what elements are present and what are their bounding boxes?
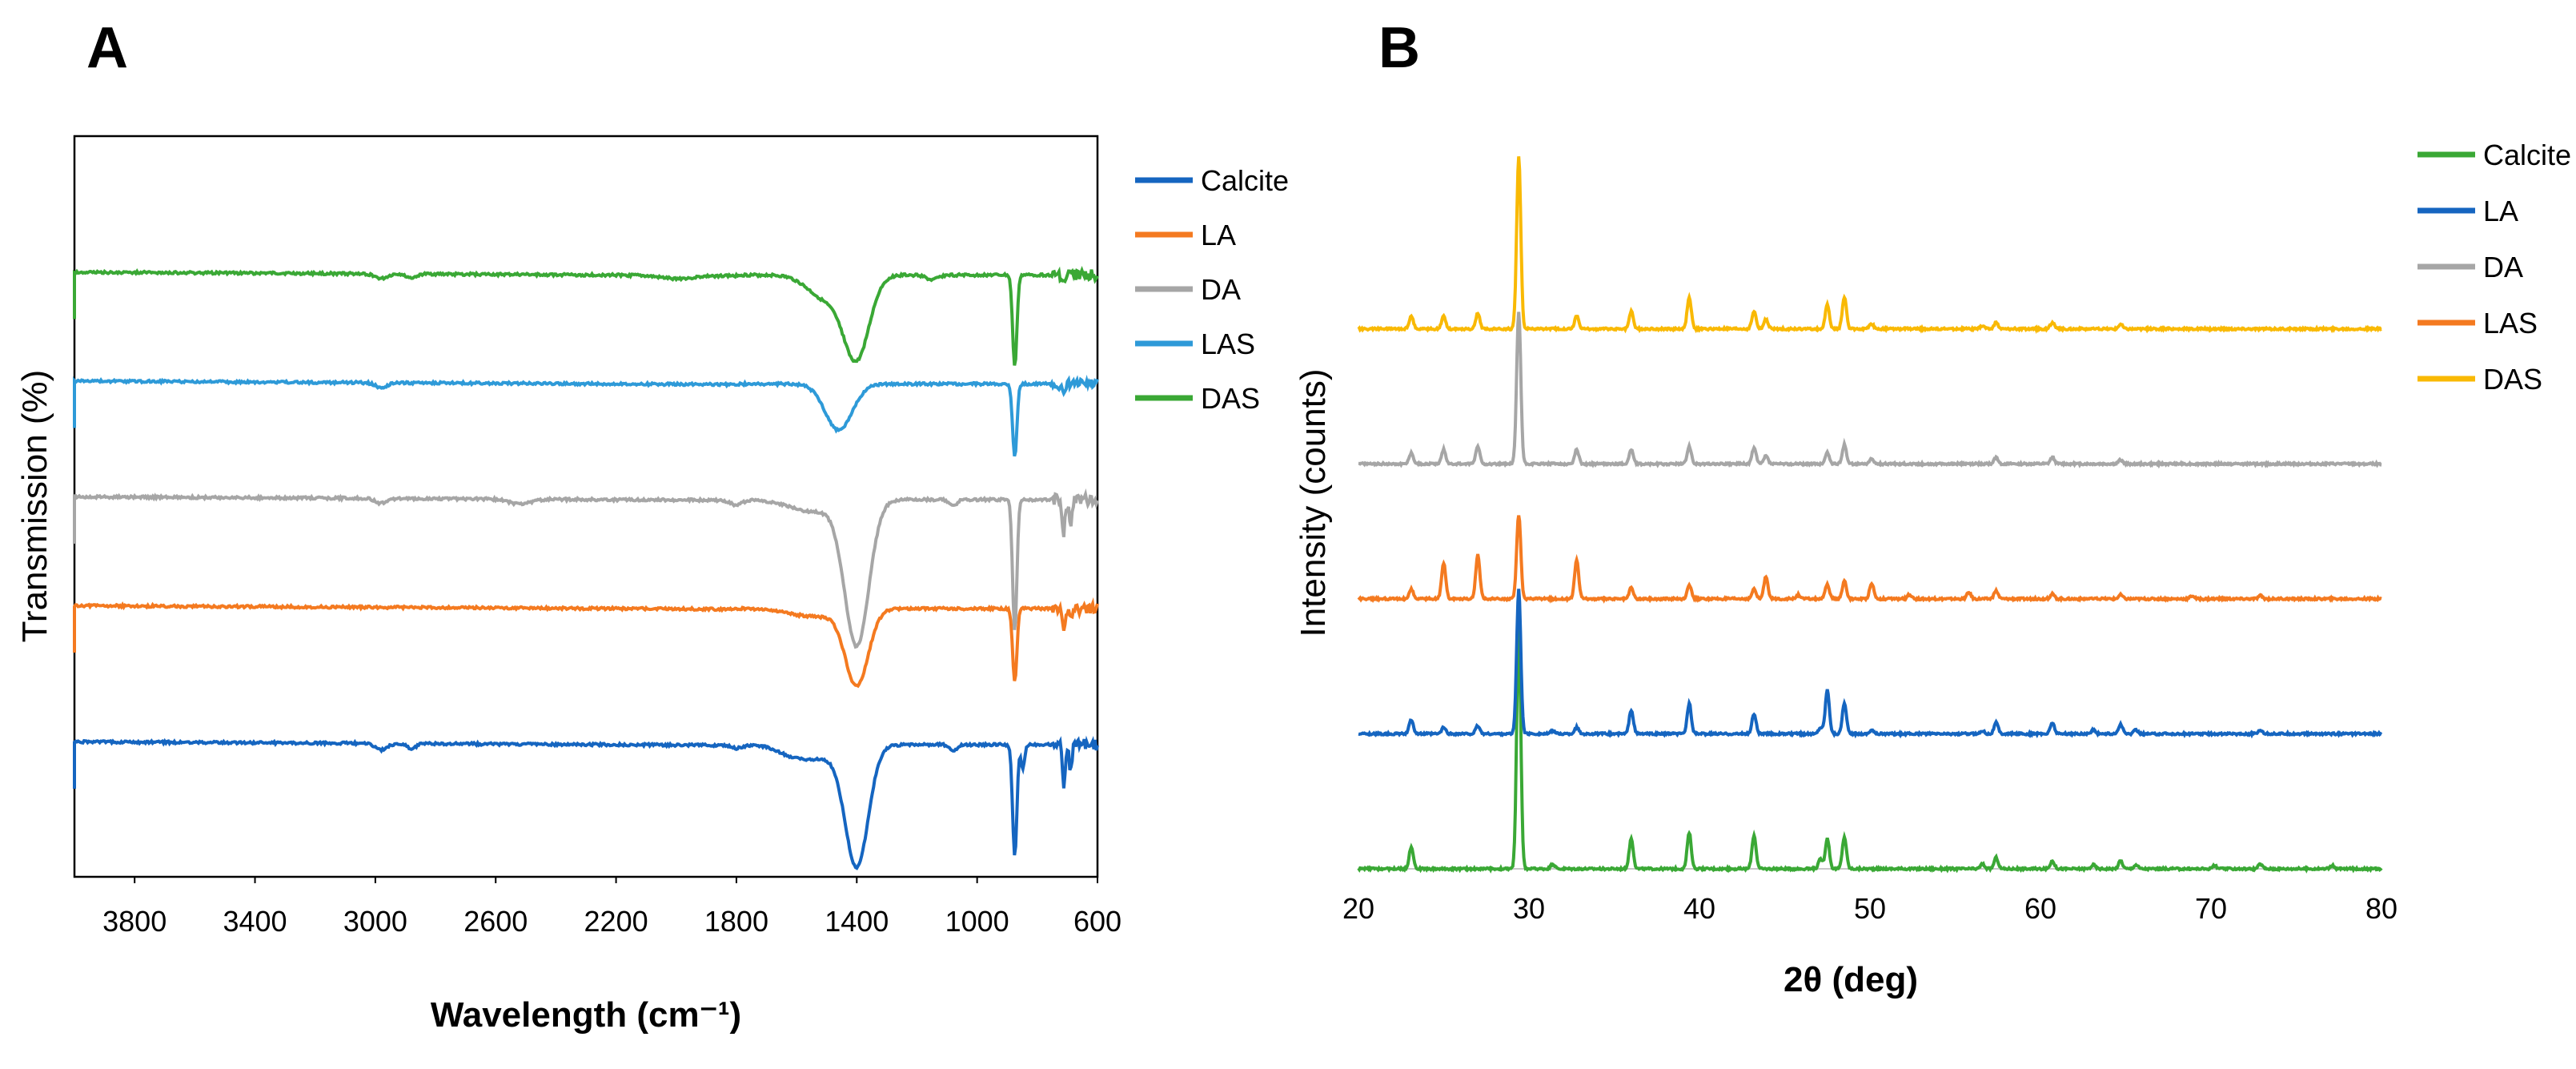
- xrd-x-tick-label: 80: [2365, 892, 2397, 925]
- ftir-x-tick-label: 600: [1073, 905, 1121, 938]
- xrd-legend: Calcite LA DA LAS DAS: [2418, 139, 2571, 396]
- xrd-legend-label: DAS: [2483, 363, 2542, 396]
- xrd-x-tick-label: 70: [2195, 892, 2227, 925]
- ftir-legend-label: Calcite: [1201, 164, 1289, 197]
- ftir-x-tick-label: 3400: [223, 905, 287, 938]
- ftir-x-tick-label: 3800: [102, 905, 167, 938]
- xrd-series-das: [1357, 156, 2382, 334]
- ftir-plot-frame: [73, 135, 1099, 878]
- xrd-x-tick-label: 50: [1854, 892, 1886, 925]
- xrd-series-las: [1357, 515, 2382, 604]
- xrd-x-tick-label: 30: [1513, 892, 1545, 925]
- ftir-legend-label: LAS: [1201, 328, 1255, 360]
- xrd-y-axis-title: Intensity (counts): [1294, 368, 1333, 637]
- ftir-x-tick-label: 2200: [584, 905, 648, 938]
- ftir-legend-label: LA: [1201, 219, 1236, 251]
- ftir-x-axis-title: Wavelength (cm⁻¹): [431, 995, 741, 1035]
- xrd-series-da: [1358, 311, 2382, 469]
- xrd-legend-label: Calcite: [2483, 139, 2571, 171]
- xrd-legend-label: DA: [2483, 251, 2523, 283]
- ftir-legend-label: DA: [1201, 273, 1241, 306]
- ftir-legend-label: DAS: [1201, 382, 1260, 415]
- xrd-x-tick-label: 20: [1342, 892, 1374, 925]
- xrd-x-tick-label: 60: [2024, 892, 2056, 925]
- ftir-x-tick-label: 3000: [343, 905, 407, 938]
- ftir-x-tick-label: 2600: [463, 905, 528, 938]
- ftir-series-la: [73, 597, 1099, 689]
- ftir-series-las: [73, 374, 1099, 457]
- xrd-legend-label: LA: [2483, 195, 2518, 227]
- ftir-chart: 3800 3400 3000 2600 2200 1800 1400 1000 600 Wave…: [15, 135, 1289, 1035]
- ftir-series-calcite: [73, 735, 1099, 870]
- ftir-x-tick-label: 1800: [704, 905, 768, 938]
- xrd-x-tick-label: 40: [1683, 892, 1715, 925]
- panel-label-a: A: [86, 16, 128, 80]
- ftir-series-da: [73, 488, 1099, 649]
- ftir-y-axis-title: Transmission (%): [15, 370, 54, 643]
- xrd-x-axis-title: 2θ (deg): [1784, 960, 1918, 999]
- xrd-legend-label: LAS: [2483, 307, 2538, 340]
- ftir-legend: Calcite LA DA LAS DAS: [1135, 164, 1289, 415]
- xrd-chart: 20 30 40 50 60 70 80 2θ (deg) Intensity (count…: [1294, 139, 2571, 999]
- ftir-x-tick-label: 1000: [945, 905, 1009, 938]
- panel-label-b: B: [1378, 16, 1420, 80]
- ftir-x-tick-label: 1400: [825, 905, 889, 938]
- xrd-series-calcite: [1357, 628, 2383, 874]
- ftir-series-das: [73, 265, 1099, 366]
- xrd-series-la: [1358, 589, 2383, 739]
